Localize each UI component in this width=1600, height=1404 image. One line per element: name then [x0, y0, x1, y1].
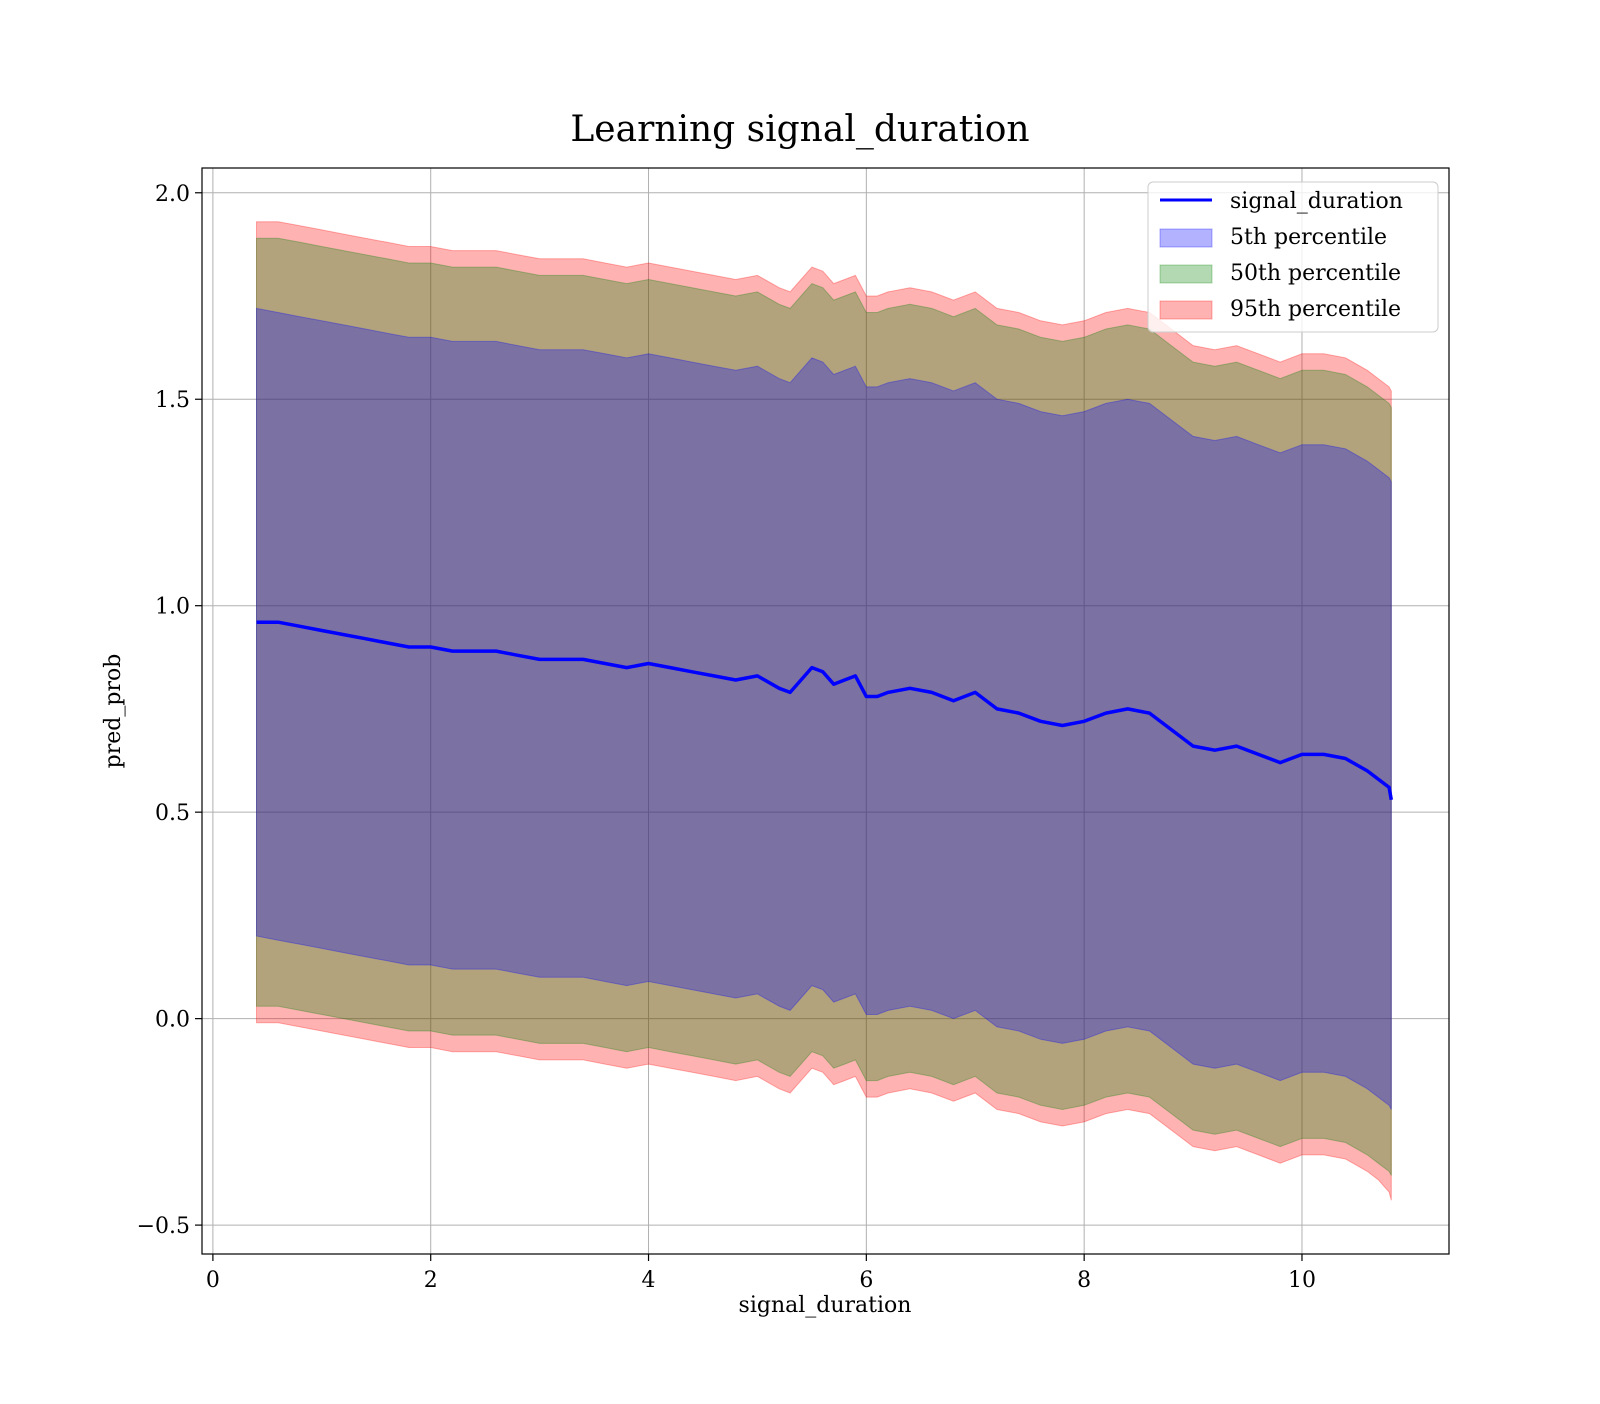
y-tick-label: 0.0	[155, 1008, 190, 1033]
x-tick-label: 10	[1288, 1268, 1316, 1293]
x-tick-label: 2	[424, 1268, 438, 1293]
y-tick-label: 2.0	[155, 182, 190, 207]
legend-box	[1147, 181, 1439, 333]
legend-swatch-p50	[1159, 264, 1213, 284]
y-axis-label: pred_prob	[101, 654, 126, 769]
legend-label-p50: 50th percentile	[1230, 261, 1401, 286]
legend-label-signal-duration: signal_duration	[1230, 189, 1403, 214]
x-axis-ticks: 0 2 4 6 8 10	[206, 1254, 1316, 1293]
band-5th-percentile	[256, 307, 1392, 1110]
y-axis-ticks: −0.5 0.0 0.5 1.0 1.5 2.0	[137, 182, 202, 1239]
plot-frame	[201, 167, 1450, 1255]
x-axis-label: signal_duration	[739, 1293, 912, 1318]
x-tick-label: 8	[1077, 1268, 1091, 1293]
y-tick-label: 1.0	[155, 595, 190, 620]
x-tick-label: 4	[642, 1268, 656, 1293]
legend-swatch-p5	[1159, 228, 1213, 248]
signal-duration-line	[256, 620, 1394, 801]
y-tick-label: −0.5	[137, 1214, 190, 1239]
y-tick-label: 1.5	[155, 388, 190, 413]
series-line-layer	[256, 620, 1394, 801]
legend-label-p95: 95th percentile	[1230, 297, 1401, 322]
x-tick-label: 6	[859, 1268, 873, 1293]
band-50th-percentile	[256, 237, 1392, 1176]
percentile-bands	[256, 221, 1392, 1201]
x-tick-label: 0	[206, 1268, 220, 1293]
legend-label-p5: 5th percentile	[1230, 225, 1387, 250]
legend: signal_duration 5th percentile 50th perc…	[1147, 181, 1439, 333]
chart-title: Learning signal_duration	[570, 109, 1029, 150]
band-95th-percentile	[256, 221, 1392, 1201]
y-tick-label: 0.5	[155, 801, 190, 826]
legend-swatch-p95	[1159, 300, 1213, 320]
grid-lines	[202, 168, 1449, 1254]
